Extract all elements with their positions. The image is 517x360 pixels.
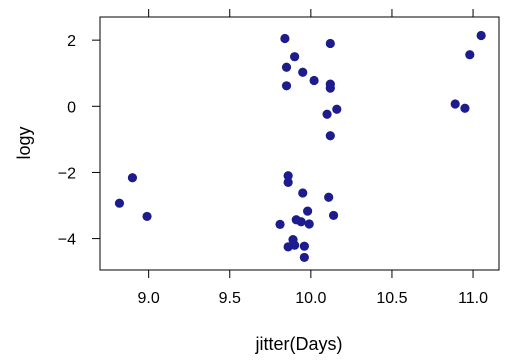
x-axis-bottom: 9.0 9.5 10.0 10.5 11.0 <box>138 270 488 307</box>
y-axis-label: logy <box>14 126 34 159</box>
x-axis-label: jitter(Days) <box>254 334 342 354</box>
data-point <box>283 177 293 187</box>
data-point <box>299 241 309 251</box>
y-tick-label: 0 <box>67 99 76 116</box>
data-point <box>303 206 313 216</box>
data-point <box>281 81 292 91</box>
data-point <box>283 171 293 181</box>
plot-frame <box>99 16 500 271</box>
data-point <box>304 219 314 229</box>
data-point <box>114 198 125 208</box>
y-tick-label: 2 <box>67 33 76 50</box>
y-axis: 2 0 −2 −4 <box>58 33 100 249</box>
y-tick-label: −2 <box>58 165 76 182</box>
x-tick-label: 9.5 <box>219 290 241 307</box>
y-tick-label: −4 <box>58 232 76 249</box>
data-point <box>299 252 309 263</box>
data-point <box>275 219 285 229</box>
data-point <box>325 38 335 49</box>
x-axis-top <box>148 9 474 17</box>
data-points <box>114 30 486 263</box>
data-point <box>325 83 335 93</box>
x-tick-label: 10.5 <box>376 290 407 307</box>
data-point <box>322 109 332 119</box>
data-point <box>290 240 300 250</box>
data-point <box>450 99 460 109</box>
data-point <box>309 75 319 86</box>
data-point <box>298 188 308 198</box>
data-point <box>460 103 470 113</box>
data-point <box>476 30 486 41</box>
data-point <box>328 210 339 221</box>
data-point <box>142 211 152 222</box>
data-point <box>324 192 334 202</box>
data-point <box>290 52 300 62</box>
x-tick-label: 9.0 <box>138 290 160 307</box>
data-point <box>465 50 475 60</box>
data-point <box>280 33 290 44</box>
data-point <box>127 173 138 183</box>
data-point <box>296 217 306 227</box>
data-point <box>325 131 335 141</box>
data-point <box>281 62 292 72</box>
data-point <box>332 104 342 114</box>
x-tick-label: 10.0 <box>295 290 326 307</box>
data-point <box>298 67 308 77</box>
x-tick-label: 11.0 <box>458 290 488 307</box>
